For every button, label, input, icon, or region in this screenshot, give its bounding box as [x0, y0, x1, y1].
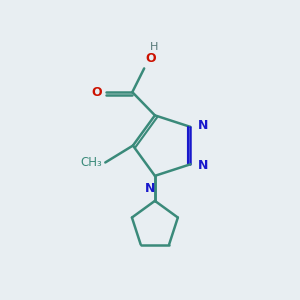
- Text: N: N: [198, 159, 208, 172]
- Text: N: N: [198, 119, 208, 132]
- Text: CH₃: CH₃: [80, 156, 102, 169]
- Text: H: H: [150, 42, 159, 52]
- Text: N: N: [144, 182, 155, 195]
- Text: O: O: [146, 52, 156, 65]
- Text: O: O: [92, 85, 102, 99]
